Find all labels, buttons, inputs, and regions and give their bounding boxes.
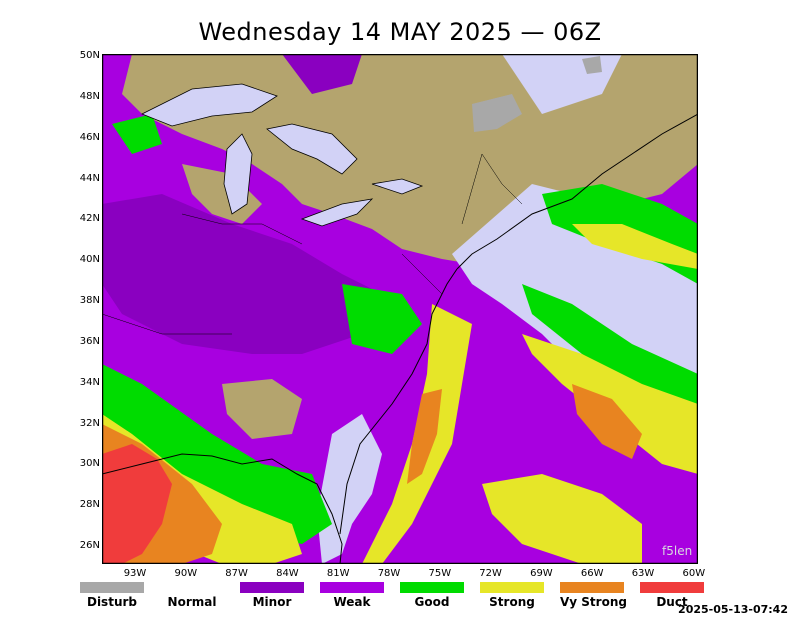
longitude-label: 84W [276, 568, 299, 579]
legend-item: Weak [320, 582, 384, 609]
latitude-label: 40N [79, 254, 100, 266]
great-lakes [141, 83, 424, 227]
good-region-4 [342, 284, 422, 354]
legend-item: Normal [160, 582, 224, 609]
map-canvas [102, 54, 698, 564]
longitude-label: 87W [225, 568, 248, 579]
map-title: Wednesday 14 MAY 2025 — 06Z [198, 18, 602, 46]
longitude-label: 60W [682, 568, 706, 579]
legend-swatch [400, 582, 464, 593]
propagation-map [102, 54, 698, 564]
map-borders [102, 113, 698, 564]
duct-region [102, 444, 172, 564]
legend-item: Minor [240, 582, 304, 609]
legend-label: Strong [489, 595, 535, 609]
longitude-label: 78W [377, 568, 401, 579]
longitude-label: 75W [428, 568, 452, 579]
longitude-label: 90W [174, 568, 198, 579]
longitude-label: 81W [326, 568, 350, 579]
latitude-label: 34N [79, 376, 100, 388]
disturb-region-2 [582, 56, 602, 74]
legend-label: Disturb [86, 595, 137, 609]
longitude-label: 93W [123, 568, 147, 579]
strong-region-5 [482, 474, 642, 564]
land-region-central [182, 164, 262, 224]
latitude-label: 50N [79, 50, 100, 61]
legend-label: Normal [167, 595, 217, 609]
vystrong-region-3 [407, 389, 442, 484]
legend-item: Disturb [80, 582, 144, 609]
watermark: f5len [662, 544, 693, 558]
legend-swatch [560, 582, 624, 593]
good-region-5 [112, 114, 162, 154]
vystrong-region-2 [572, 384, 642, 459]
legend-label: Good [414, 595, 450, 609]
legend-item: Duct [640, 582, 704, 609]
strong-region-4 [572, 224, 698, 269]
latitude-label: 36N [79, 335, 100, 347]
legend-swatch [160, 582, 224, 593]
minor-region [102, 194, 382, 354]
legend-label: Minor [252, 595, 292, 609]
latitude-label: 42N [79, 213, 100, 225]
latitude-label: 28N [79, 499, 100, 511]
legend-swatch [640, 582, 704, 593]
good-region [102, 364, 332, 544]
latitude-label: 32N [79, 417, 100, 429]
legend-item: Good [400, 582, 464, 609]
land-region-south [222, 379, 302, 439]
legend-label: Vy Strong [560, 595, 627, 609]
legend-swatch [480, 582, 544, 593]
longitude-label: 72W [479, 568, 502, 579]
timestamp: 2025-05-13-07:42 [678, 603, 788, 616]
latitude-label: 30N [79, 458, 100, 470]
map-frame [102, 54, 698, 564]
legend-label: Weak [333, 595, 371, 609]
longitude-label: 69W [530, 568, 553, 579]
latitude-label: 26N [79, 540, 100, 551]
latitude-label: 38N [79, 295, 100, 306]
minor-region-2 [282, 54, 362, 94]
ocean-normal-region-2 [317, 414, 382, 564]
latitude-label: 48N [79, 90, 100, 102]
latitude-label: 44N [79, 172, 100, 184]
legend-item: Vy Strong [560, 582, 627, 609]
longitude-label: 63W [631, 568, 655, 579]
good-region-3 [522, 284, 698, 404]
legend-label: Duct [656, 595, 688, 609]
latitude-label: 46N [79, 131, 100, 143]
legend-item: Strong [480, 582, 544, 609]
longitude-label: 66W [580, 568, 604, 579]
legend-swatch [80, 582, 144, 593]
legend-swatch [240, 582, 304, 593]
legend-swatch [320, 582, 384, 593]
disturb-region [472, 94, 522, 132]
